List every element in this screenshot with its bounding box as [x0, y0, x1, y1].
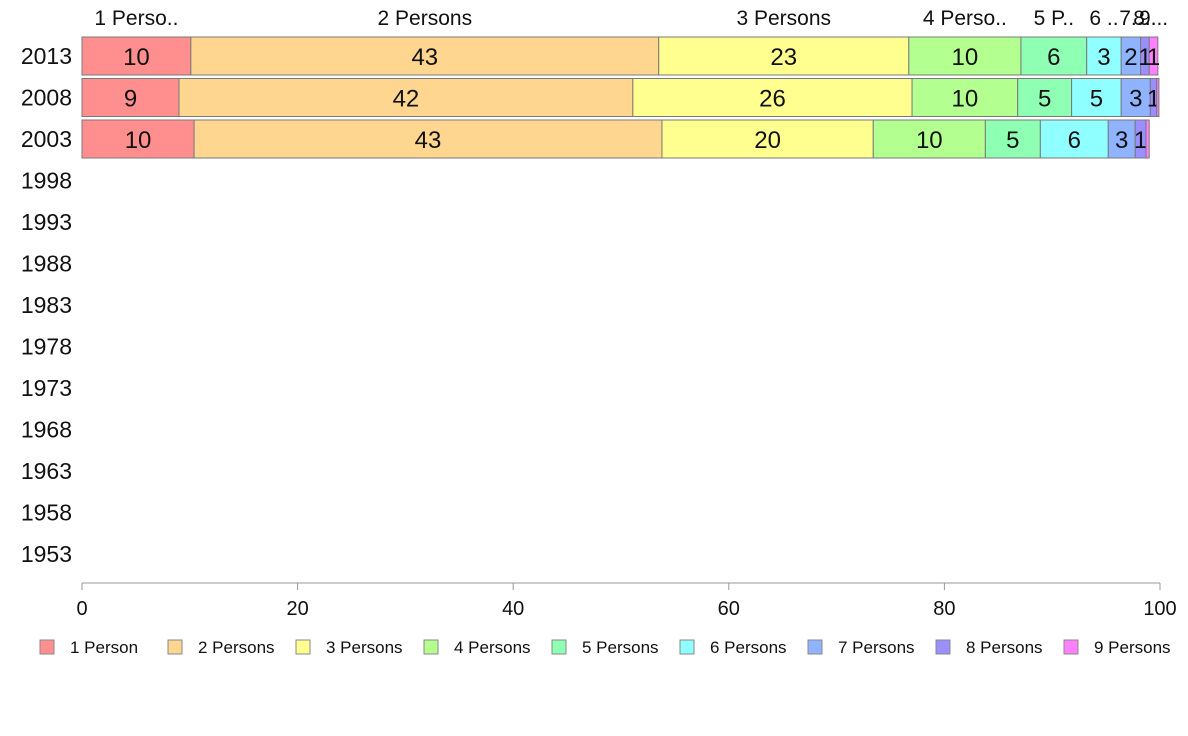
data-label-2008-7-persons: 3 [1129, 86, 1142, 113]
y-tick-1988: 1988 [21, 251, 72, 277]
x-tick-40: 40 [502, 598, 524, 620]
y-tick-1978: 1978 [21, 334, 72, 360]
data-label-2003-3-persons: 20 [754, 127, 781, 154]
legend-swatch-8-persons [935, 639, 951, 655]
top-label-4-persons: 4 Perso.. [923, 7, 1007, 30]
bar-2008-7-persons [1120, 78, 1151, 117]
top-label-5-persons: 5 P.. [1034, 7, 1074, 30]
y-tick-1973: 1973 [21, 375, 72, 401]
bar-2013-5-persons [1020, 36, 1088, 76]
data-label-2003-6-persons: 6 [1068, 127, 1081, 154]
bar-2003-1-person [81, 119, 195, 159]
data-label-2013-9-persons: 1 [1147, 44, 1160, 71]
bar-2013-2-persons [190, 36, 660, 76]
bar-2008-9-persons [1156, 78, 1160, 117]
bar-2013-1-person [81, 36, 192, 76]
data-label-2008-5-persons: 5 [1038, 86, 1051, 113]
y-tick-1968: 1968 [21, 417, 72, 443]
bar-2008-6-persons [1071, 78, 1122, 117]
bar-2013-3-persons [658, 36, 910, 76]
top-label-1-person: 1 Perso.. [94, 7, 178, 30]
legend: 1 Person 2 Persons 3 Persons 4 Persons 5 Per… [39, 638, 1171, 657]
y-tick-1953: 1953 [21, 541, 72, 567]
data-label-2013-8-persons: 1 [1138, 44, 1151, 71]
y-tick-1993: 1993 [21, 209, 72, 235]
legend-label-4-persons: 4 Persons [454, 638, 531, 657]
bar-2013-9-persons [1148, 36, 1159, 76]
legend-label-1-person: 1 Person [70, 638, 138, 657]
legend-label-9-persons: 9 Persons [1094, 638, 1171, 657]
legend-swatch-7-persons [807, 639, 823, 655]
data-label-2008-4-persons: 10 [952, 86, 979, 113]
data-label-2013-3-persons: 23 [770, 44, 797, 71]
bar-2003-9-persons [1145, 119, 1150, 159]
bar-2003-3-persons [661, 119, 874, 159]
y-tick-1963: 1963 [21, 458, 72, 484]
data-label-2003-7-persons: 3 [1115, 127, 1128, 154]
legend-label-8-persons: 8 Persons [966, 638, 1043, 657]
data-label-2003-2-persons: 43 [415, 127, 442, 154]
data-label-2003-1-person: 10 [125, 127, 152, 154]
top-label-2-persons: 2 Persons [378, 7, 473, 30]
data-label-2003-5-persons: 5 [1006, 127, 1019, 154]
top-category-labels: 1 Perso.. 2 Persons 3 Persons 4 Perso.. 5 P.… [94, 7, 1168, 30]
top-label-3-persons: 3 Persons [736, 7, 831, 30]
data-label-2008-2-persons: 42 [393, 86, 420, 113]
bar-2013-6-persons [1086, 36, 1122, 76]
bar-2008-5-persons [1017, 78, 1073, 117]
legend-label-7-persons: 7 Persons [838, 638, 915, 657]
legend-swatch-4-persons [423, 639, 439, 655]
data-label-2003-8-persons: 1 [1134, 127, 1147, 154]
data-label-2013-7-persons: 2 [1124, 44, 1137, 71]
legend-swatch-9-persons [1063, 639, 1079, 655]
bar-2003-7-persons [1107, 119, 1136, 159]
top-label-9-persons: 9... [1139, 7, 1168, 30]
legend-label-3-persons: 3 Persons [326, 638, 403, 657]
legend-label-5-persons: 5 Persons [582, 638, 659, 657]
legend-label-2-persons: 2 Persons [198, 638, 275, 657]
data-label-2013-2-persons: 43 [411, 44, 438, 71]
y-tick-1958: 1958 [21, 500, 72, 526]
legend-swatch-6-persons [679, 639, 695, 655]
data-label-2013-1-person: 10 [123, 44, 150, 71]
bar-2008-3-persons [632, 78, 913, 117]
y-tick-2003: 2003 [21, 126, 72, 152]
bar-2003-5-persons [984, 119, 1041, 159]
data-label-2008-1-person: 9 [124, 86, 137, 113]
data-label-2008-3-persons: 26 [759, 86, 786, 113]
x-tick-80: 80 [933, 598, 955, 620]
bar-2008-1-person [81, 78, 180, 117]
legend-swatch-2-persons [167, 639, 183, 655]
top-label-8-persons: 8.. [1133, 7, 1156, 30]
y-axis-tick-labels: 2013 2008 2003 1998 1993 1988 1983 1978 1973 1968… [21, 43, 72, 567]
data-label-2013-6-persons: 3 [1097, 44, 1110, 71]
x-axis: 0 20 40 60 80 100 [76, 582, 1177, 620]
x-tick-60: 60 [718, 598, 740, 620]
x-tick-0: 0 [76, 598, 87, 620]
y-tick-1983: 1983 [21, 292, 72, 318]
data-label-2013-5-persons: 6 [1047, 44, 1060, 71]
data-label-2013-4-persons: 10 [952, 44, 979, 71]
y-tick-1998: 1998 [21, 168, 72, 194]
x-tick-20: 20 [286, 598, 308, 620]
top-label-7-persons: 7.. [1119, 7, 1142, 30]
bar-2003-6-persons [1039, 119, 1109, 159]
x-tick-100: 100 [1143, 598, 1176, 620]
data-label-2003-4-persons: 10 [916, 127, 943, 154]
y-tick-2013: 2013 [21, 43, 72, 69]
y-tick-2008: 2008 [21, 85, 72, 111]
plot-area: 10 43 23 10 6 3 2 119 42 26 10 5 5 3 110 43 20 10 5 6 3 1 [81, 36, 1160, 159]
data-label-2008-6-persons: 5 [1090, 86, 1103, 113]
bar-2008-2-persons [178, 78, 634, 117]
legend-swatch-1-person [39, 639, 55, 655]
legend-swatch-3-persons [295, 639, 311, 655]
bar-2003-2-persons [193, 119, 663, 159]
legend-label-6-persons: 6 Persons [710, 638, 787, 657]
top-label-6-persons: 6 .. [1089, 7, 1118, 30]
legend-swatch-5-persons [551, 639, 567, 655]
